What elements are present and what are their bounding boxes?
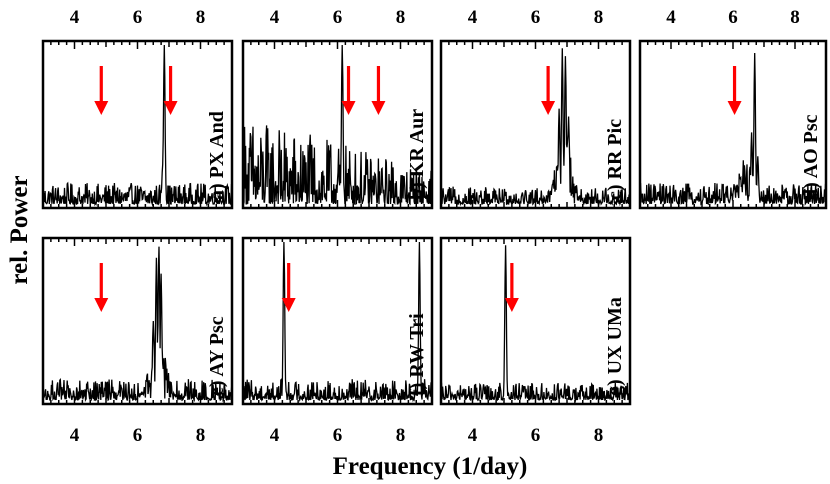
panel-4: d) AO Psc 4 6 8 bbox=[638, 7, 828, 210]
arrow-head bbox=[94, 298, 109, 312]
panel-label: f) RW Tri bbox=[406, 313, 428, 396]
x-tick-label-top: 8 bbox=[594, 7, 604, 28]
x-tick-label-bottom: 8 bbox=[594, 425, 604, 446]
panel-label: g) UX UMa bbox=[604, 297, 626, 396]
x-tick-label-bottom: 6 bbox=[333, 425, 343, 446]
x-tick-label-bottom: 8 bbox=[396, 425, 406, 446]
power-spectrum-line bbox=[242, 44, 433, 206]
x-axis-label: Frequency (1/day) bbox=[333, 453, 528, 480]
arrow-head bbox=[281, 298, 296, 312]
panel-1: a) PX And 4 6 8 bbox=[41, 7, 234, 210]
x-tick-label-top: 8 bbox=[790, 7, 800, 28]
panel-frame bbox=[241, 236, 434, 406]
arrow-head bbox=[541, 101, 556, 115]
panel-6: f) RW Tri 4 6 8 bbox=[241, 236, 434, 446]
x-tick-label-top: 6 bbox=[133, 7, 143, 28]
panel-label: b) KR Aur bbox=[406, 109, 428, 200]
power-spectrum-line bbox=[242, 241, 433, 403]
x-tick-label-top: 6 bbox=[333, 7, 343, 28]
power-spectrum-line bbox=[42, 44, 233, 207]
panel-label: e) AY Psc bbox=[206, 316, 228, 396]
x-tick-label-top: 6 bbox=[531, 7, 541, 28]
arrow-head bbox=[341, 101, 356, 115]
panel-7: g) UX UMa 4 6 8 bbox=[439, 236, 632, 446]
x-tick-label-top: 4 bbox=[270, 7, 280, 28]
x-tick-label-bottom: 6 bbox=[133, 425, 143, 446]
x-tick-label-bottom: 8 bbox=[196, 425, 206, 446]
power-spectrum-line bbox=[42, 246, 233, 403]
panel-frame bbox=[439, 236, 632, 406]
arrow-head bbox=[727, 101, 742, 115]
x-tick-label-bottom: 6 bbox=[531, 425, 541, 446]
panel-5: e) AY Psc 4 6 8 bbox=[41, 236, 234, 446]
x-tick-label-top: 4 bbox=[666, 7, 676, 28]
arrow-head bbox=[504, 298, 519, 312]
y-axis-label: rel. Power bbox=[6, 175, 33, 284]
panel-label: a) PX And bbox=[206, 111, 228, 200]
panel-frame bbox=[41, 39, 234, 210]
panel-frame bbox=[41, 236, 234, 406]
x-tick-label-top: 8 bbox=[196, 7, 206, 28]
x-tick-label-top: 4 bbox=[468, 7, 478, 28]
x-tick-label-top: 4 bbox=[70, 7, 80, 28]
panel-label: d) AO Psc bbox=[800, 114, 822, 200]
power-spectrum-line bbox=[639, 52, 827, 206]
x-tick-label-top: 6 bbox=[728, 7, 738, 28]
power-spectrum-line bbox=[440, 48, 631, 207]
arrow-head bbox=[163, 101, 178, 115]
x-tick-label-top: 8 bbox=[396, 7, 406, 28]
x-tick-label-bottom: 4 bbox=[70, 425, 80, 446]
power-spectrum-line bbox=[440, 245, 631, 403]
panel-3: c) RR Pic 4 6 8 bbox=[439, 7, 632, 210]
x-tick-label-bottom: 4 bbox=[468, 425, 478, 446]
arrow-head bbox=[94, 101, 109, 115]
panel-frame bbox=[439, 39, 632, 210]
panel-2: b) KR Aur 4 6 8 bbox=[241, 7, 434, 210]
x-tick-label-bottom: 4 bbox=[270, 425, 280, 446]
arrow-head bbox=[371, 101, 386, 115]
panel-label: c) RR Pic bbox=[604, 119, 626, 200]
